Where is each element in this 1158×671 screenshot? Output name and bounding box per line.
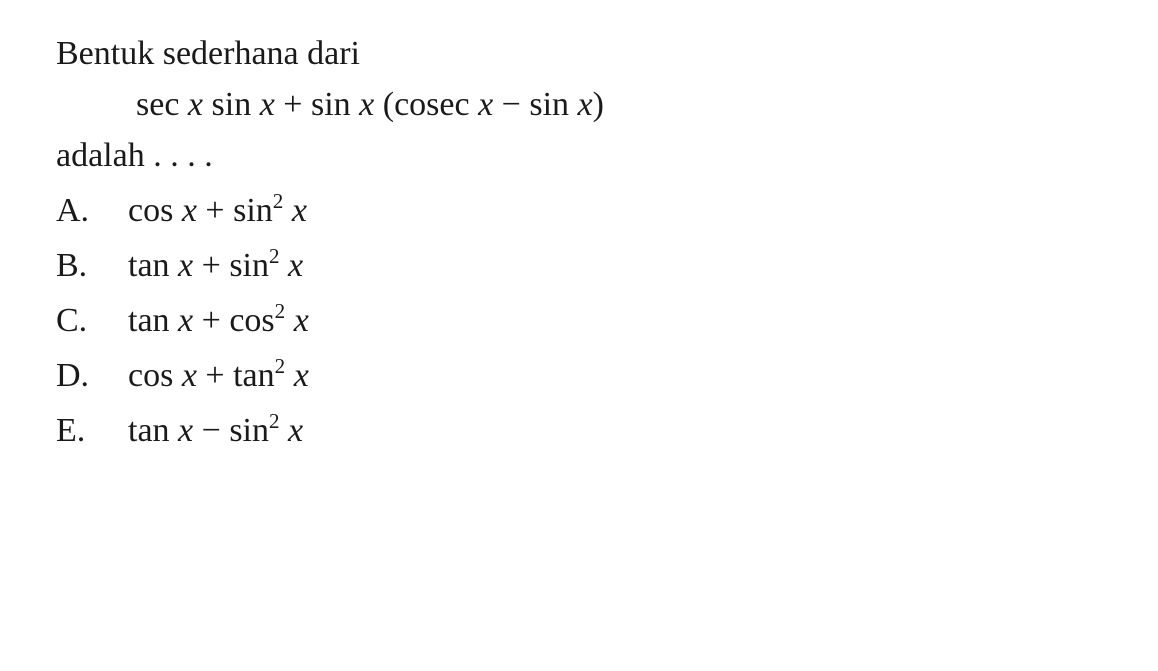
option-d: D. cos x + tan2 x	[56, 350, 1118, 401]
option-expr: tan x + sin2 x	[128, 240, 303, 291]
option-letter: B.	[56, 240, 128, 291]
option-expr: cos x + tan2 x	[128, 350, 309, 401]
option-expr: tan x − sin2 x	[128, 405, 303, 456]
lead-in-text: Bentuk sederhana dari	[56, 28, 1118, 79]
option-e: E. tan x − sin2 x	[56, 405, 1118, 456]
option-c: C. tan x + cos2 x	[56, 295, 1118, 346]
options-list: A. cos x + sin2 x B. tan x + sin2 x C. t…	[56, 185, 1118, 456]
option-expr: cos x + sin2 x	[128, 185, 307, 236]
trailing-text: adalah . . . .	[56, 130, 1118, 181]
option-letter: C.	[56, 295, 128, 346]
expression-line: sec x sin x + sin x (cosec x − sin x)	[136, 79, 1118, 130]
option-letter: E.	[56, 405, 128, 456]
option-letter: A.	[56, 185, 128, 236]
option-a: A. cos x + sin2 x	[56, 185, 1118, 236]
option-b: B. tan x + sin2 x	[56, 240, 1118, 291]
option-expr: tan x + cos2 x	[128, 295, 309, 346]
option-letter: D.	[56, 350, 128, 401]
question-block: Bentuk sederhana dari sec x sin x + sin …	[0, 0, 1158, 476]
